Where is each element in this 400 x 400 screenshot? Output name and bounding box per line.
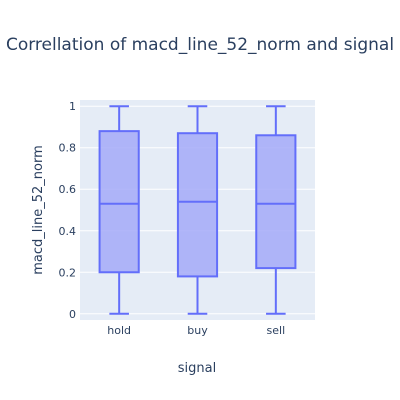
y-tick-label: 0.2 <box>59 266 77 279</box>
box-hold <box>98 105 140 315</box>
x-tick-label: buy <box>187 324 208 337</box>
iqr-box <box>255 134 297 270</box>
box-buy <box>176 105 219 315</box>
y-tick-label: 0.6 <box>59 183 77 196</box>
chart-title: Correllation of macd_line_52_norm and si… <box>6 35 394 55</box>
y-tick-label: 0 <box>69 308 76 321</box>
iqr-box <box>98 130 140 274</box>
x-axis-title: signal <box>178 361 216 376</box>
x-axis-ticks: hold buy sell <box>107 324 285 337</box>
x-tick-label: hold <box>107 324 131 337</box>
y-tick-label: 1 <box>69 100 76 113</box>
y-tick-label: 0.4 <box>59 225 77 238</box>
iqr-box <box>176 132 219 278</box>
box-sell <box>255 105 297 315</box>
y-axis-title: macd_line_52_norm <box>31 145 46 275</box>
y-axis-ticks: 0 0.2 0.4 0.6 0.8 1 <box>59 100 77 321</box>
box-series <box>98 105 297 315</box>
y-tick-label: 0.8 <box>59 142 77 155</box>
x-tick-label: sell <box>267 324 286 337</box>
